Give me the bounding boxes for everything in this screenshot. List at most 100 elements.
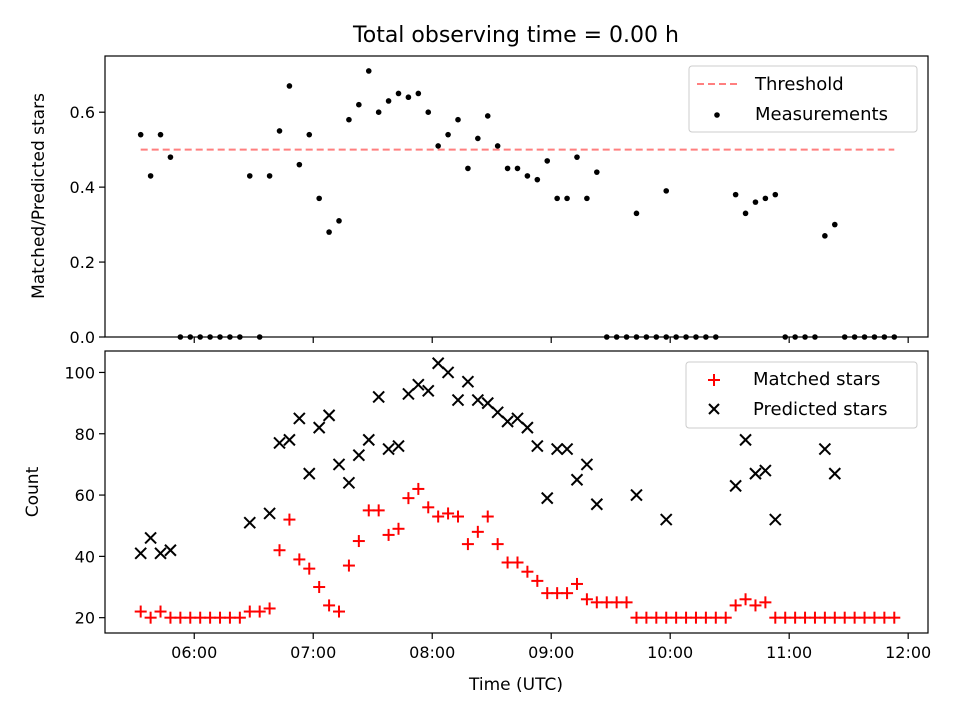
measurement-point <box>534 176 541 183</box>
matched-point <box>293 553 306 566</box>
matched-point <box>531 574 544 587</box>
measurements-legend-label: Measurements <box>755 104 888 125</box>
predicted-point <box>372 390 385 404</box>
measurement-point <box>425 109 432 115</box>
predicted-point <box>312 421 326 434</box>
y-tick-label: 0.4 <box>70 178 95 197</box>
predicted-point <box>759 464 772 477</box>
measurement-point <box>316 195 322 202</box>
measurement-point <box>504 165 511 172</box>
measurement-point <box>296 161 303 168</box>
measurement-point <box>326 229 332 235</box>
top-x-ticks <box>193 337 909 343</box>
top-axes-frame <box>104 55 929 338</box>
measurement-point <box>514 165 521 172</box>
matched-legend-label: Matched stars <box>753 369 880 390</box>
measurement-point <box>524 173 531 179</box>
measurement-point <box>286 83 293 89</box>
matched-point <box>570 577 583 590</box>
measurement-point <box>266 173 273 179</box>
predicted-point <box>491 406 504 419</box>
matched-point <box>253 605 266 618</box>
top-legend: Threshold Measurements <box>688 65 918 133</box>
measurement-point <box>752 199 759 205</box>
predicted-legend-swatch <box>708 403 720 415</box>
measurement-point <box>435 143 441 149</box>
x-tick-label: 11:00 <box>766 643 812 662</box>
measurement-point <box>306 131 313 138</box>
predicted-point <box>154 547 167 560</box>
matched-point <box>749 599 762 612</box>
top-legend-box <box>688 65 918 133</box>
measurement-point <box>554 195 560 202</box>
measurement-point <box>336 218 342 224</box>
measurement-point <box>584 195 590 202</box>
matched-point <box>263 602 276 615</box>
measurement-point <box>574 154 580 160</box>
matched-point <box>283 513 296 526</box>
predicted-point <box>560 442 574 456</box>
measurement-point <box>594 169 600 175</box>
matched-point <box>471 525 484 538</box>
measurement-point <box>484 113 491 119</box>
top-y-axis-label: Matched/Predicted stars <box>29 93 49 299</box>
measurement-point <box>356 101 362 108</box>
predicted-point <box>660 513 673 526</box>
measurement-point <box>415 90 422 97</box>
x-tick-label: 06:00 <box>171 643 217 662</box>
predicted-point <box>521 421 534 434</box>
y-tick-label: 80 <box>75 425 95 444</box>
matched-point <box>323 599 336 612</box>
top-y-axis: 0.0 0.2 0.4 0.6 <box>70 103 105 347</box>
matched-point <box>451 510 464 523</box>
x-axis-label: Time (UTC) <box>468 675 563 695</box>
predicted-point <box>402 387 415 401</box>
matched-point <box>759 596 772 609</box>
measurement-point <box>276 128 283 134</box>
matched-point <box>273 544 286 557</box>
predicted-point <box>283 433 296 447</box>
measurement-point <box>494 143 501 149</box>
measurement-point <box>831 221 838 228</box>
predicted-point <box>828 467 841 480</box>
matched-point <box>382 528 395 541</box>
predicted-point <box>749 467 762 480</box>
predicted-point <box>511 412 524 425</box>
bottom-plot-area <box>134 357 901 624</box>
predicted-point <box>481 396 494 410</box>
matched-point <box>372 504 385 517</box>
matched-point <box>442 507 455 520</box>
bottom-y-axis: 20 40 60 80 100 <box>64 363 105 628</box>
bottom-axes-frame <box>104 350 929 634</box>
predicted-point <box>431 357 445 370</box>
y-tick-label: 0.6 <box>70 103 95 122</box>
matched-point <box>521 565 534 578</box>
measurement-point <box>167 154 174 160</box>
measurement-point <box>544 158 551 164</box>
chart-title: Total observing time = 0.00 h <box>352 23 679 48</box>
predicted-point <box>769 513 782 526</box>
matched-point <box>154 605 167 618</box>
predicted-point <box>580 458 594 471</box>
predicted-point <box>382 442 395 456</box>
measurement-point <box>455 116 461 123</box>
measurement-point <box>564 195 570 202</box>
y-tick-label: 20 <box>75 609 95 628</box>
predicted-point <box>739 433 752 447</box>
y-tick-label: 0.2 <box>70 253 95 272</box>
predicted-point <box>501 415 514 428</box>
predicted-point <box>441 366 455 379</box>
matched-point <box>422 501 435 514</box>
matched-point <box>580 593 593 606</box>
measurement-point <box>346 116 352 123</box>
bottom-y-axis-label: Count <box>23 466 43 517</box>
y-tick-label: 0.0 <box>70 328 95 347</box>
predicted-point <box>531 439 544 453</box>
predicted-point <box>550 442 564 456</box>
measurement-point <box>157 131 164 138</box>
measurement-point <box>445 131 451 138</box>
predicted-point <box>303 467 316 480</box>
measurement-point <box>822 233 828 239</box>
measurement-point <box>475 135 481 142</box>
measurement-point <box>465 165 471 172</box>
